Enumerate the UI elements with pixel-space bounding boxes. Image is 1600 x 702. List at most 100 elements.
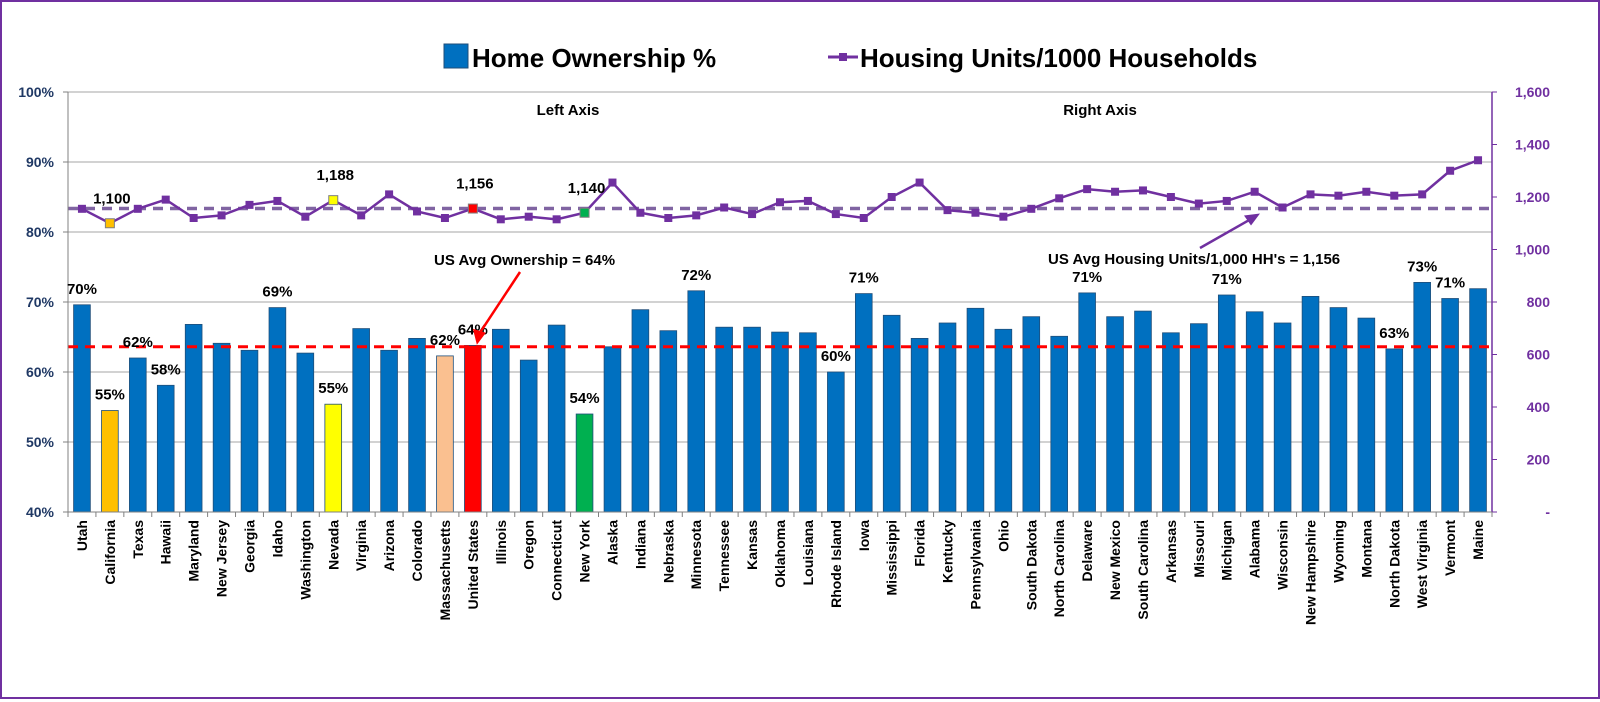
x-tick-label-ohio: Ohio [995,520,1011,552]
point-label-new-york: 1,140 [568,180,606,197]
bar-utah [73,304,91,513]
point-illinois [496,215,505,224]
point-virginia [357,211,366,220]
point-louisiana [803,196,812,205]
point-oklahoma [776,198,784,207]
point-tennessee [720,203,729,212]
bar-new-york [575,413,594,513]
point-idaho [273,196,282,205]
left-tick-label: 90% [26,154,55,170]
bar-maryland [184,323,203,513]
bar-tennessee [715,326,733,513]
left-tick-label: 60% [26,364,55,380]
bar-south-carolina [1134,310,1152,513]
bar-mississippi [882,314,901,513]
point-missouri [1194,199,1203,208]
bar-nebraska [659,330,678,513]
bar-oregon [519,359,538,513]
point-california [104,218,115,229]
bar-label-california: 55% [95,387,125,404]
x-tick-label-maine: Maine [1470,520,1486,560]
bar-label-massachusetts: 62% [430,332,460,349]
bar-minnesota [687,290,706,513]
bar-arizona [380,349,398,513]
right-tick-label: 800 [1527,294,1551,310]
x-tick-label-vermont: Vermont [1442,520,1458,576]
bar-new-jersey [212,342,231,513]
x-tick-label-wisconsin: Wisconsin [1275,520,1291,590]
bar-label-vermont: 71% [1435,275,1465,292]
bar-delaware [1078,292,1096,513]
right-tick-label: 600 [1527,347,1551,363]
x-tick-label-hawaii: Hawaii [158,520,174,564]
bar-indiana [631,309,650,513]
point-wyoming [1334,191,1343,200]
right-tick-label: 1,000 [1515,242,1550,258]
point-kansas [748,210,757,219]
annotation-arrows [472,213,1260,345]
point-new-jersey [217,211,226,220]
data-labels: 70%55%62%58%69%55%62%64%54%72%60%71% 71% 7… [67,167,1465,407]
bar-pennsylvania [966,307,985,513]
point-nevada [328,195,339,206]
x-tick-label-arizona: Arizona [381,520,397,572]
point-indiana [636,208,645,217]
x-tick-label-georgia: Georgia [241,520,257,573]
bar-colorado [408,337,426,513]
legend-label-housing: Housing Units/1000 Households [860,43,1257,73]
right-tick-label: - [1545,504,1550,520]
ownership-arrow-head [472,328,486,345]
point-new-mexico [1111,187,1120,196]
housing-arrow-head [1244,213,1260,226]
point-georgia [245,200,254,209]
right-tick-label: 1,200 [1515,189,1550,205]
bar-nevada [324,403,343,513]
point-north-dakota [1390,191,1399,200]
point-minnesota [692,211,701,220]
x-tick-label-north-dakota: North Dakota [1386,520,1402,608]
bar-label-north-dakota: 63% [1379,325,1409,342]
x-tick-label-montana: Montana [1358,520,1374,578]
point-delaware [1083,185,1092,194]
bar-label-rhode-island: 60% [821,348,851,365]
bar-vermont [1441,298,1459,513]
right-tick-label: 1,400 [1515,137,1550,153]
point-south-dakota [1027,204,1036,213]
bar-kentucky [938,322,957,513]
x-tick-label-tennessee: Tennessee [716,520,732,592]
right-tick-label: 400 [1527,399,1551,415]
bar-label-michigan: 71% [1212,271,1242,288]
x-tick-label-indiana: Indiana [632,520,648,569]
x-tick-label-oklahoma: Oklahoma [772,520,788,588]
point-connecticut [552,215,561,224]
bar-label-new-york: 54% [570,390,600,407]
point-new-york [579,207,590,218]
point-kentucky [943,206,952,215]
bar-ohio [994,328,1013,513]
bar-label-delaware: 71% [1072,269,1102,286]
bar-california [101,410,119,513]
right-tick-label: 200 [1527,452,1551,468]
x-tick-label-south-carolina: South Carolina [1135,520,1151,620]
bar-georgia [240,349,259,513]
x-tick-label-north-carolina: North Carolina [1051,520,1067,617]
x-tick-label-alaska: Alaska [604,520,620,565]
housing-units-line [81,159,1479,225]
bar-new-hampshire [1301,295,1320,513]
x-tick-label-new-jersey: New Jersey [214,520,230,597]
bar-kansas [743,326,761,513]
bar-michigan [1217,294,1236,513]
bar-louisiana [799,332,817,513]
housing-arrow-shaft [1199,218,1251,250]
ownership-arrow-shaft [478,271,522,334]
x-tick-label-minnesota: Minnesota [688,520,704,589]
x-tick-label-colorado: Colorado [409,520,425,581]
x-tick-label-massachusetts: Massachusetts [437,520,453,621]
point-texas [133,204,142,213]
bar-series [73,281,1487,513]
x-tick-label-wyoming: Wyoming [1330,520,1346,583]
point-label-united-states: 1,156 [456,176,494,193]
x-tick-label-nebraska: Nebraska [660,520,676,583]
point-alabama [1250,187,1259,196]
x-tick-label-virginia: Virginia [353,520,369,571]
